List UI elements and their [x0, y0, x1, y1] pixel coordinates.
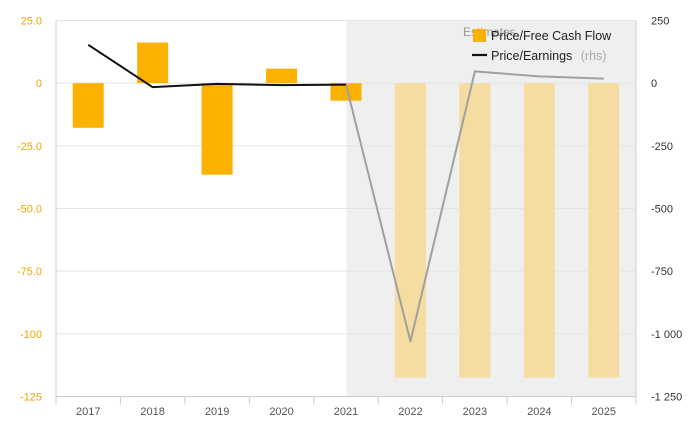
bar: [394, 83, 426, 378]
y-right-tick-label: -500: [651, 204, 673, 216]
bar: [459, 83, 491, 378]
price-earnings-estimate-line: [345, 70, 604, 343]
y-right-tick-label: -1 250: [651, 392, 682, 404]
x-tick-label: 2021: [334, 406, 358, 418]
bar: [266, 68, 298, 84]
legend-swatch-price-fcf: [473, 29, 486, 42]
y-left-tick-label: 25.0: [21, 16, 42, 28]
y-right-tick-label: -1 000: [651, 329, 682, 341]
x-tick-label: 2020: [269, 406, 293, 418]
x-tick-label: 2022: [398, 406, 422, 418]
price-earnings-line: [87, 43, 347, 89]
y-right-tick-label: -750: [651, 266, 673, 278]
y-left-tick-label: 0: [36, 78, 42, 90]
axes: 25.0 0 -25.0 -50.0 -75.0 -100 -125 250 0 -250 -500…: [17, 16, 682, 419]
y-right-tick-label: 0: [651, 78, 657, 90]
y-right-tick-label: -250: [651, 141, 673, 153]
bar: [330, 83, 362, 101]
y-left-tick-label: -75.0: [17, 266, 42, 278]
y-left-tick-label: -25.0: [17, 141, 42, 153]
legend-label-price-fcf: Price/Free Cash Flow: [491, 29, 612, 43]
legend-label-pe-name: Price/Earnings: [491, 49, 572, 63]
legend-label-price-earnings: Price/Earnings (rhs): [491, 47, 606, 64]
legend: Price/Free Cash Flow Price/Earnings (rhs…: [472, 29, 612, 64]
y-left-tick-label: -100: [20, 329, 42, 341]
bar: [588, 83, 620, 378]
line-series: [87, 43, 604, 343]
bar: [137, 42, 169, 84]
x-tick-label: 2023: [463, 406, 487, 418]
bar: [201, 83, 233, 175]
x-tick-label: 2017: [76, 406, 100, 418]
x-tick-label: 2024: [527, 406, 551, 418]
x-tick-label: 2018: [140, 406, 164, 418]
y-left-tick-label: -50.0: [17, 204, 42, 216]
bar: [523, 83, 555, 378]
bar-series: [72, 42, 620, 378]
x-tick-label: 2025: [592, 406, 616, 418]
y-left-tick-label: -125: [20, 392, 42, 404]
x-tick-label: 2019: [205, 406, 229, 418]
y-right-tick-label: 250: [651, 16, 669, 28]
legend-label-pe-suffix: (rhs): [581, 49, 607, 63]
bar: [72, 83, 104, 128]
